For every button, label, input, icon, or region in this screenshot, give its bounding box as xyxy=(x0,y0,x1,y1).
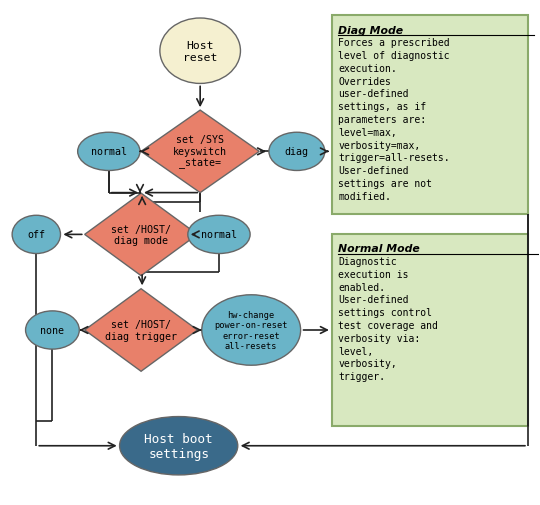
Ellipse shape xyxy=(160,19,240,84)
FancyBboxPatch shape xyxy=(332,235,528,426)
Ellipse shape xyxy=(12,216,60,254)
Text: Host
reset: Host reset xyxy=(183,41,217,63)
Ellipse shape xyxy=(202,295,301,366)
Text: Host boot
settings: Host boot settings xyxy=(144,432,213,460)
Text: diag: diag xyxy=(285,147,309,157)
Polygon shape xyxy=(141,111,259,193)
Polygon shape xyxy=(85,289,198,372)
Ellipse shape xyxy=(119,417,238,475)
Text: none: none xyxy=(40,325,64,335)
Text: Normal Mode: Normal Mode xyxy=(338,244,420,254)
Polygon shape xyxy=(85,194,198,276)
Text: set /HOST/
diag trigger: set /HOST/ diag trigger xyxy=(105,320,177,341)
Text: set /HOST/
diag mode: set /HOST/ diag mode xyxy=(111,224,171,246)
Text: normal: normal xyxy=(91,147,127,157)
Text: Diagnostic
execution is
enabled.
User-defined
settings control
test coverage and: Diagnostic execution is enabled. User-de… xyxy=(338,257,438,381)
Ellipse shape xyxy=(78,133,140,171)
Ellipse shape xyxy=(269,133,325,171)
Text: set /SYS
keyswitch
_state=: set /SYS keyswitch _state= xyxy=(173,135,227,169)
Text: Diag Mode: Diag Mode xyxy=(338,25,403,35)
Ellipse shape xyxy=(188,216,250,254)
Text: Forces a prescribed
level of diagnostic
execution.
Overrides
user-defined
settin: Forces a prescribed level of diagnostic … xyxy=(338,38,450,201)
Ellipse shape xyxy=(25,311,79,349)
Text: off: off xyxy=(28,230,45,240)
FancyBboxPatch shape xyxy=(332,17,528,215)
Text: normal: normal xyxy=(201,230,237,240)
Text: hw-change
power-on-reset
error-reset
all-resets: hw-change power-on-reset error-reset all… xyxy=(214,310,288,350)
